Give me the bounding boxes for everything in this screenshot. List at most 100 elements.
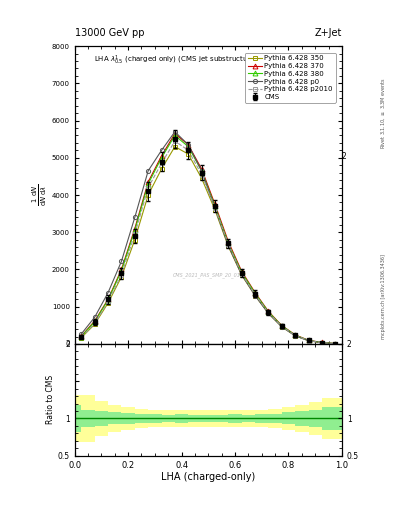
Pythia 6.428 p2010 bbox=[266, 310, 271, 316]
Pythia 6.428 p2010 bbox=[119, 272, 124, 278]
Pythia 6.428 p0 bbox=[92, 314, 97, 320]
Pythia 6.428 370 bbox=[92, 318, 97, 324]
Pythia 6.428 370 bbox=[119, 266, 124, 272]
Pythia 6.428 380 bbox=[159, 155, 164, 161]
Pythia 6.428 380 bbox=[106, 297, 110, 303]
Pythia 6.428 p2010 bbox=[173, 138, 177, 144]
Line: Pythia 6.428 p2010: Pythia 6.428 p2010 bbox=[79, 139, 337, 346]
Pythia 6.428 370 bbox=[333, 340, 338, 347]
Pythia 6.428 350 bbox=[226, 243, 231, 249]
Pythia 6.428 370 bbox=[226, 239, 231, 245]
Pythia 6.428 350 bbox=[199, 175, 204, 181]
Pythia 6.428 p0 bbox=[106, 289, 110, 295]
Pythia 6.428 p0 bbox=[132, 215, 137, 221]
X-axis label: LHA (charged-only): LHA (charged-only) bbox=[161, 472, 255, 482]
Pythia 6.428 380 bbox=[253, 290, 257, 296]
Pythia 6.428 p0 bbox=[226, 243, 231, 249]
Y-axis label: Ratio to CMS: Ratio to CMS bbox=[46, 375, 55, 424]
Pythia 6.428 370 bbox=[186, 142, 191, 148]
Pythia 6.428 p0 bbox=[279, 324, 284, 330]
Line: Pythia 6.428 350: Pythia 6.428 350 bbox=[79, 144, 337, 346]
Pythia 6.428 380 bbox=[279, 323, 284, 329]
Pythia 6.428 p0 bbox=[213, 205, 217, 211]
Pythia 6.428 370 bbox=[306, 337, 311, 344]
Pythia 6.428 p2010 bbox=[293, 332, 298, 338]
Pythia 6.428 p2010 bbox=[226, 241, 231, 247]
Pythia 6.428 p2010 bbox=[333, 340, 338, 347]
Pythia 6.428 370 bbox=[253, 289, 257, 295]
Pythia 6.428 p2010 bbox=[253, 291, 257, 297]
Pythia 6.428 p0 bbox=[173, 129, 177, 135]
Pythia 6.428 p0 bbox=[186, 142, 191, 148]
Pythia 6.428 370 bbox=[266, 308, 271, 314]
Pythia 6.428 350 bbox=[106, 300, 110, 306]
Pythia 6.428 370 bbox=[173, 131, 177, 137]
Pythia 6.428 p2010 bbox=[146, 184, 151, 190]
Pythia 6.428 380 bbox=[320, 339, 324, 346]
Pythia 6.428 380 bbox=[92, 318, 97, 325]
Pythia 6.428 380 bbox=[226, 240, 231, 246]
Text: 2: 2 bbox=[342, 152, 347, 161]
Pythia 6.428 380 bbox=[132, 227, 137, 233]
Pythia 6.428 380 bbox=[239, 269, 244, 275]
Pythia 6.428 p2010 bbox=[199, 172, 204, 178]
Pythia 6.428 p2010 bbox=[92, 321, 97, 327]
Pythia 6.428 370 bbox=[106, 296, 110, 303]
Y-axis label: $\frac{1}{\mathrm{d}N}\frac{\mathrm{d}N}{\mathrm{d}\lambda}$: $\frac{1}{\mathrm{d}N}\frac{\mathrm{d}N}… bbox=[31, 184, 49, 206]
Pythia 6.428 p2010 bbox=[213, 205, 217, 211]
Pythia 6.428 p2010 bbox=[159, 160, 164, 166]
Line: Pythia 6.428 p0: Pythia 6.428 p0 bbox=[79, 130, 337, 346]
Pythia 6.428 350 bbox=[159, 166, 164, 172]
Pythia 6.428 350 bbox=[239, 272, 244, 278]
Pythia 6.428 p0 bbox=[159, 147, 164, 154]
Pythia 6.428 370 bbox=[320, 339, 324, 346]
Pythia 6.428 350 bbox=[253, 292, 257, 298]
Pythia 6.428 370 bbox=[146, 179, 151, 185]
Pythia 6.428 380 bbox=[119, 268, 124, 274]
Pythia 6.428 350 bbox=[146, 192, 151, 198]
Pythia 6.428 p2010 bbox=[279, 323, 284, 329]
Pythia 6.428 380 bbox=[333, 340, 338, 347]
Pythia 6.428 380 bbox=[306, 337, 311, 344]
Pythia 6.428 p2010 bbox=[186, 147, 191, 154]
Line: Pythia 6.428 380: Pythia 6.428 380 bbox=[79, 133, 338, 346]
Pythia 6.428 p2010 bbox=[306, 337, 311, 344]
Pythia 6.428 p0 bbox=[253, 292, 257, 298]
Pythia 6.428 370 bbox=[239, 268, 244, 274]
Text: mcplots.cern.ch [arXiv:1306.3436]: mcplots.cern.ch [arXiv:1306.3436] bbox=[381, 254, 386, 339]
Text: Z+Jet: Z+Jet bbox=[314, 28, 342, 38]
Pythia 6.428 370 bbox=[279, 323, 284, 329]
Pythia 6.428 350 bbox=[279, 324, 284, 330]
Pythia 6.428 350 bbox=[119, 274, 124, 280]
Pythia 6.428 350 bbox=[132, 237, 137, 243]
Pythia 6.428 p0 bbox=[306, 337, 311, 344]
Text: LHA $\lambda^{1}_{0.5}$ (charged only) (CMS jet substructure): LHA $\lambda^{1}_{0.5}$ (charged only) (… bbox=[94, 54, 258, 67]
Text: Rivet 3.1.10, $\geq$ 3.3M events: Rivet 3.1.10, $\geq$ 3.3M events bbox=[379, 77, 387, 148]
Pythia 6.428 350 bbox=[186, 151, 191, 157]
Pythia 6.428 p0 bbox=[79, 331, 84, 337]
Pythia 6.428 350 bbox=[306, 337, 311, 344]
Pythia 6.428 350 bbox=[213, 207, 217, 213]
Pythia 6.428 p2010 bbox=[239, 271, 244, 277]
Pythia 6.428 350 bbox=[333, 340, 338, 347]
Pythia 6.428 380 bbox=[293, 332, 298, 338]
Line: Pythia 6.428 370: Pythia 6.428 370 bbox=[79, 131, 338, 346]
Pythia 6.428 350 bbox=[92, 321, 97, 327]
Pythia 6.428 370 bbox=[159, 153, 164, 159]
Pythia 6.428 p0 bbox=[239, 272, 244, 278]
Pythia 6.428 p0 bbox=[266, 310, 271, 316]
Pythia 6.428 p2010 bbox=[320, 339, 324, 346]
Pythia 6.428 p2010 bbox=[132, 231, 137, 237]
Legend: Pythia 6.428 350, Pythia 6.428 370, Pythia 6.428 380, Pythia 6.428 p0, Pythia 6.: Pythia 6.428 350, Pythia 6.428 370, Pyth… bbox=[245, 53, 336, 103]
Pythia 6.428 380 bbox=[199, 168, 204, 174]
Pythia 6.428 350 bbox=[79, 334, 84, 340]
Pythia 6.428 p0 bbox=[293, 333, 298, 339]
Pythia 6.428 p0 bbox=[146, 168, 151, 174]
Pythia 6.428 370 bbox=[132, 225, 137, 231]
Pythia 6.428 p0 bbox=[333, 340, 338, 347]
Pythia 6.428 370 bbox=[199, 166, 204, 172]
Pythia 6.428 p0 bbox=[320, 339, 324, 346]
Text: CMS_2021_PAS_SMP_20_010: CMS_2021_PAS_SMP_20_010 bbox=[173, 273, 244, 279]
Pythia 6.428 p2010 bbox=[79, 334, 84, 340]
Pythia 6.428 350 bbox=[293, 333, 298, 339]
